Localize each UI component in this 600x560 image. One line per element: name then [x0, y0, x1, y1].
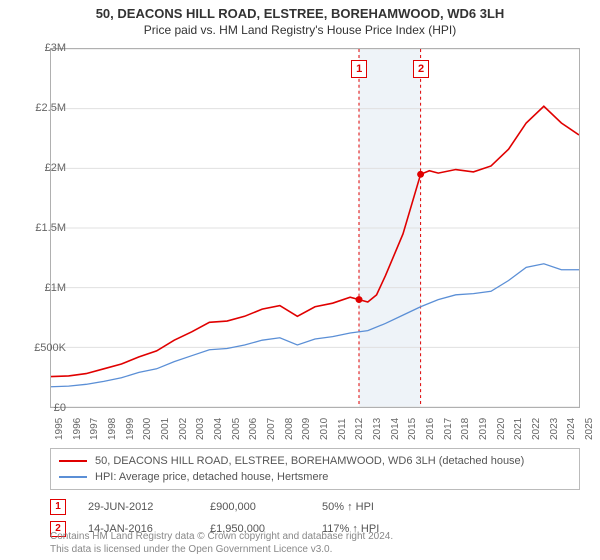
chart-subtitle: Price paid vs. HM Land Registry's House …: [0, 23, 600, 37]
transaction-flag-1: 1: [50, 499, 66, 515]
y-tick-label: £0: [26, 402, 66, 414]
chart-flag-1: 1: [351, 60, 367, 78]
transaction-pct-1: 50% ↑ HPI: [322, 501, 422, 513]
footer-line1: Contains HM Land Registry data © Crown c…: [50, 530, 393, 543]
x-tick-label: 1997: [89, 418, 100, 440]
x-tick-label: 2021: [513, 418, 524, 440]
y-tick-label: £2M: [26, 162, 66, 174]
x-tick-label: 1996: [72, 418, 83, 440]
chart-svg: [51, 49, 579, 407]
x-tick-label: 2023: [549, 418, 560, 440]
x-tick-label: 2015: [407, 418, 418, 440]
transaction-date-1: 29-JUN-2012: [88, 501, 188, 513]
y-tick-label: £2.5M: [26, 102, 66, 114]
x-tick-label: 2016: [425, 418, 436, 440]
footer-line2: This data is licensed under the Open Gov…: [50, 543, 393, 556]
x-tick-label: 2009: [301, 418, 312, 440]
x-tick-label: 2010: [319, 418, 330, 440]
legend-swatch-property: [59, 460, 87, 462]
x-tick-label: 2006: [248, 418, 259, 440]
x-tick-label: 1995: [54, 418, 65, 440]
x-tick-label: 1999: [125, 418, 136, 440]
x-tick-label: 2017: [443, 418, 454, 440]
x-tick-label: 2018: [460, 418, 471, 440]
legend-swatch-hpi: [59, 476, 87, 478]
transaction-price-1: £900,000: [210, 501, 300, 513]
x-tick-label: 2004: [213, 418, 224, 440]
chart-flag-2: 2: [413, 60, 429, 78]
x-tick-label: 2013: [372, 418, 383, 440]
x-tick-label: 2002: [178, 418, 189, 440]
x-tick-label: 2000: [142, 418, 153, 440]
footer: Contains HM Land Registry data © Crown c…: [50, 530, 393, 556]
x-tick-label: 2025: [584, 418, 595, 440]
x-tick-label: 2005: [231, 418, 242, 440]
y-tick-label: £1M: [26, 282, 66, 294]
x-tick-label: 2001: [160, 418, 171, 440]
x-tick-label: 2011: [337, 418, 348, 440]
x-tick-label: 2014: [390, 418, 401, 440]
x-tick-label: 2022: [531, 418, 542, 440]
x-tick-label: 2007: [266, 418, 277, 440]
legend-label-property: 50, DEACONS HILL ROAD, ELSTREE, BOREHAMW…: [95, 453, 524, 469]
y-tick-label: £1.5M: [26, 222, 66, 234]
plot-area: [50, 48, 580, 408]
y-tick-label: £3M: [26, 42, 66, 54]
x-tick-label: 2008: [284, 418, 295, 440]
y-tick-label: £500K: [26, 342, 66, 354]
x-tick-label: 2003: [195, 418, 206, 440]
legend-label-hpi: HPI: Average price, detached house, Hert…: [95, 469, 328, 485]
x-tick-label: 2020: [496, 418, 507, 440]
x-tick-label: 2012: [354, 418, 365, 440]
chart-title: 50, DEACONS HILL ROAD, ELSTREE, BOREHAMW…: [0, 6, 600, 21]
legend-box: 50, DEACONS HILL ROAD, ELSTREE, BOREHAMW…: [50, 448, 580, 490]
x-tick-label: 2024: [566, 418, 577, 440]
x-tick-label: 1998: [107, 418, 118, 440]
x-tick-label: 2019: [478, 418, 489, 440]
